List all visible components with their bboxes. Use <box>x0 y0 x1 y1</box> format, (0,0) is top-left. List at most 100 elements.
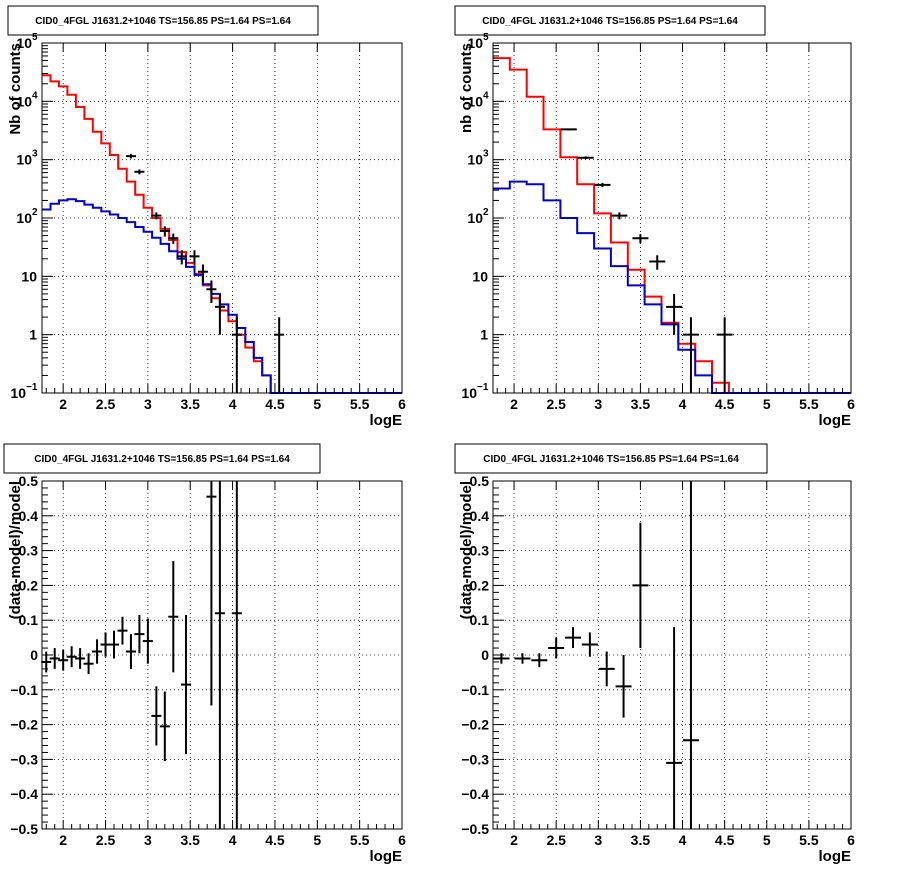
y-tick-label: −0.3 <box>10 751 38 767</box>
y-tick-label-exponent: −1 <box>26 382 38 393</box>
y-tick-label: 10 <box>472 268 488 284</box>
x-tick-label: 4 <box>679 832 687 848</box>
y-axis-label: (data-model)/model <box>7 481 24 619</box>
y-tick-label: 1 <box>29 327 37 343</box>
x-tick-label: 3.5 <box>631 396 651 412</box>
x-tick-label: 2.5 <box>546 396 566 412</box>
y-tick-label: −0.4 <box>461 786 489 802</box>
x-tick-label: 4 <box>229 396 237 412</box>
x-tick-label: 3 <box>594 832 602 848</box>
plot-frame <box>492 480 852 830</box>
y-tick-label: 0.5 <box>470 473 490 489</box>
y-tick-label: −0.5 <box>10 821 38 837</box>
x-tick-label: 2 <box>510 832 518 848</box>
y-tick-label-base: 10 <box>467 210 483 226</box>
x-tick-label: 6 <box>398 396 406 412</box>
y-tick-label: −0.5 <box>461 821 489 837</box>
y-axis-label: Nb of counts <box>7 43 24 135</box>
y-axis-label: (data-model)/model <box>458 481 475 619</box>
y-tick-label: 10 <box>21 268 37 284</box>
y-tick-label: 0.1 <box>470 612 490 628</box>
y-tick-label: 0.1 <box>19 612 39 628</box>
y-tick-label-base: 10 <box>467 152 483 168</box>
y-tick-label: 0.2 <box>470 577 490 593</box>
x-tick-label: 5.5 <box>350 832 370 848</box>
x-tick-label: 2 <box>59 396 67 412</box>
y-tick-label: −0.2 <box>10 717 38 733</box>
y-tick-label: 0.5 <box>19 473 39 489</box>
y-tick-label-exponent: 5 <box>483 32 489 43</box>
y-tick-label: 0.3 <box>470 543 490 559</box>
x-tick-label: 4 <box>679 396 687 412</box>
y-tick-label: 0.2 <box>19 577 39 593</box>
x-tick-label: 6 <box>398 832 406 848</box>
y-tick-label: 0 <box>481 647 489 663</box>
y-tick-label-exponent: 4 <box>483 90 489 101</box>
x-tick-label: 2.5 <box>96 832 116 848</box>
chart-panel-3: CID0_4FGL J1631.2+1046 TS=156.85 PS=1.64… <box>3 443 406 865</box>
y-tick-label-base: 10 <box>467 35 483 51</box>
x-tick-label: 2 <box>59 832 67 848</box>
y-tick-label: 0 <box>30 647 38 663</box>
x-tick-label: 3.5 <box>181 832 201 848</box>
y-tick-label-exponent: −1 <box>477 382 489 393</box>
chart-title: CID0_4FGL J1631.2+1046 TS=156.85 PS=1.64… <box>34 454 290 465</box>
x-tick-label: 4.5 <box>715 396 735 412</box>
x-tick-label: 4.5 <box>265 832 285 848</box>
x-tick-label: 5 <box>313 832 321 848</box>
y-tick-label-exponent: 4 <box>32 90 38 101</box>
chart-title: CID0_4FGL J1631.2+1046 TS=156.85 PS=1.64… <box>35 16 291 27</box>
chart-panel-4: CID0_4FGL J1631.2+1046 TS=156.85 PS=1.64… <box>454 443 855 865</box>
y-tick-label-exponent: 5 <box>32 32 38 43</box>
y-tick-label: −0.1 <box>461 682 489 698</box>
x-tick-label: 4 <box>229 832 237 848</box>
y-tick-label-base: 10 <box>16 152 32 168</box>
plot-frame <box>492 42 852 394</box>
x-tick-label: 6 <box>847 832 855 848</box>
x-tick-label: 2.5 <box>546 832 566 848</box>
plot-frame <box>41 480 403 830</box>
y-axis-label: nb of counts <box>458 43 475 133</box>
x-tick-label: 4.5 <box>715 832 735 848</box>
x-tick-label: 3 <box>144 396 152 412</box>
x-tick-label: 5 <box>763 396 771 412</box>
chart-title-box <box>454 443 768 474</box>
y-tick-label-base: 10 <box>16 93 32 109</box>
x-axis-label: logE <box>370 412 403 429</box>
x-tick-label: 2.5 <box>96 396 116 412</box>
series-source-model-line <box>493 180 851 394</box>
chart-panel-2: CID0_4FGL J1631.2+1046 TS=156.85 PS=1.64… <box>454 5 855 429</box>
x-tick-label: 5 <box>313 396 321 412</box>
x-tick-label: 4.5 <box>265 396 285 412</box>
y-tick-label-base: 10 <box>461 385 477 401</box>
chart-title-box <box>454 5 766 36</box>
x-tick-label: 2 <box>510 396 518 412</box>
x-tick-label: 3.5 <box>181 396 201 412</box>
x-tick-label: 6 <box>847 396 855 412</box>
y-tick-label-exponent: 2 <box>483 207 489 218</box>
x-axis-label: logE <box>819 848 852 865</box>
y-tick-label-exponent: 3 <box>483 149 489 160</box>
chart-title: CID0_4FGL J1631.2+1046 TS=156.85 PS=1.64… <box>483 454 739 465</box>
y-tick-label: −0.3 <box>461 751 489 767</box>
y-tick-label-exponent: 3 <box>32 149 38 160</box>
chart-title: CID0_4FGL J1631.2+1046 TS=156.85 PS=1.64… <box>482 16 738 27</box>
y-tick-label: −0.2 <box>461 717 489 733</box>
x-axis-label: logE <box>819 412 852 429</box>
x-axis-label: logE <box>370 848 403 865</box>
series-total-model-line <box>493 57 851 394</box>
y-tick-label-base: 10 <box>16 210 32 226</box>
y-tick-label-exponent: 2 <box>32 207 38 218</box>
x-tick-label: 3 <box>144 832 152 848</box>
x-tick-label: 3 <box>594 396 602 412</box>
x-tick-label: 5.5 <box>799 832 819 848</box>
series-source-model-line <box>42 198 402 394</box>
y-tick-label: 0.4 <box>470 508 490 524</box>
plot-frame <box>41 42 403 394</box>
series-total-model-line <box>42 74 402 394</box>
chart-panel-1: CID0_4FGL J1631.2+1046 TS=156.85 PS=1.64… <box>7 5 406 429</box>
y-tick-label: 0.3 <box>19 543 39 559</box>
y-tick-label: −0.1 <box>10 682 38 698</box>
chart-title-box <box>3 443 321 474</box>
